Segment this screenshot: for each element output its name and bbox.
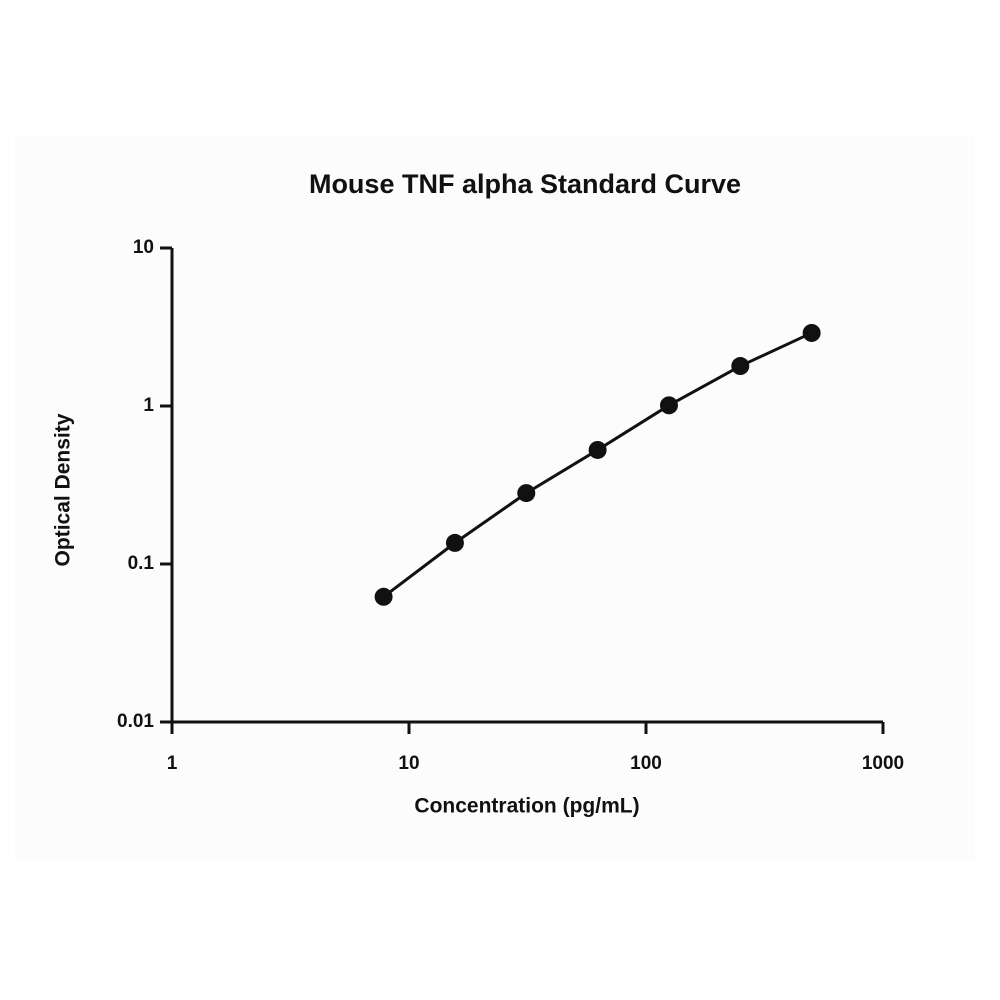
- data-point: [659, 396, 678, 415]
- data-point: [374, 587, 393, 606]
- data-point: [731, 357, 750, 376]
- data-point: [517, 484, 536, 503]
- x-axis-label: Concentration (pg/mL): [414, 795, 639, 818]
- y-tick-label: 10: [133, 237, 154, 258]
- chart-title: Mouse TNF alpha Standard Curve: [309, 169, 741, 199]
- x-tick-label: 1: [167, 753, 178, 774]
- x-tick-label: 10: [398, 753, 419, 774]
- data-point: [588, 440, 607, 459]
- x-tick-label: 1000: [862, 753, 904, 774]
- data-point: [445, 533, 464, 552]
- x-tick-label: 100: [630, 753, 662, 774]
- plot-background: [15, 135, 975, 860]
- y-tick-label: 1: [143, 395, 154, 416]
- y-axis-label: Optical Density: [52, 413, 75, 566]
- y-tick-label: 0.1: [128, 553, 155, 574]
- y-tick-label: 0.01: [117, 711, 154, 732]
- data-point: [802, 323, 821, 342]
